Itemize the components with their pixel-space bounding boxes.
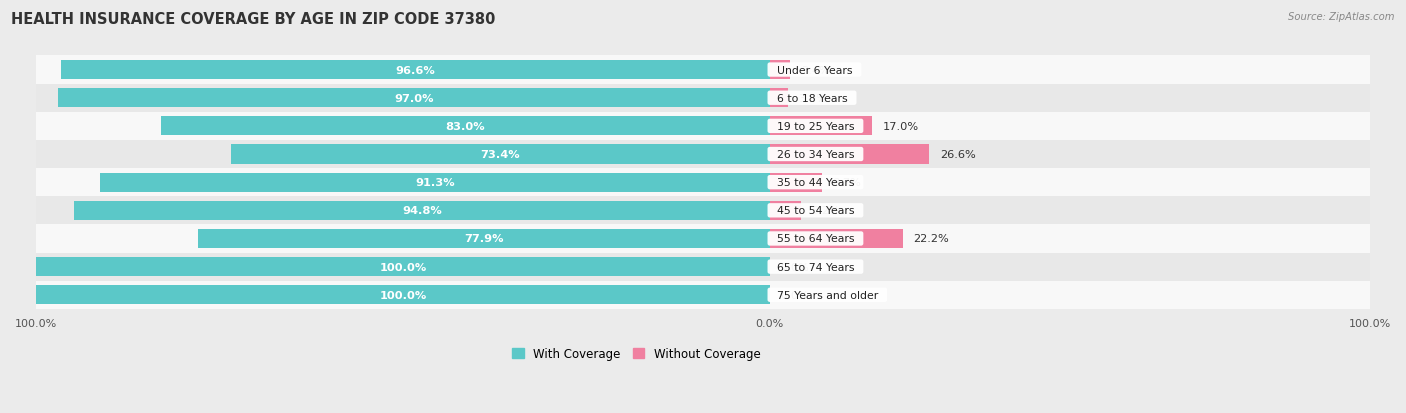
Bar [37,84,1369,112]
Text: 45 to 54 Years: 45 to 54 Years [769,206,862,216]
Bar [769,173,823,192]
Text: 65 to 74 Years: 65 to 74 Years [769,262,862,272]
Text: 0.0%: 0.0% [780,290,810,300]
Bar [100,173,769,192]
Bar [37,281,1369,309]
Text: Source: ZipAtlas.com: Source: ZipAtlas.com [1288,12,1395,22]
Text: 0.0%: 0.0% [780,262,810,272]
Text: 8.7%: 8.7% [832,178,862,188]
Bar [160,117,769,136]
Bar [37,225,1369,253]
Bar [60,61,769,80]
Bar [769,201,801,221]
Text: 91.3%: 91.3% [415,178,454,188]
Text: 83.0%: 83.0% [446,121,485,132]
Bar [37,140,1369,169]
Text: 75 Years and older: 75 Years and older [769,290,884,300]
Text: 94.8%: 94.8% [402,206,441,216]
Bar [37,169,1369,197]
Text: HEALTH INSURANCE COVERAGE BY AGE IN ZIP CODE 37380: HEALTH INSURANCE COVERAGE BY AGE IN ZIP … [11,12,496,27]
Text: 97.0%: 97.0% [394,93,433,104]
Bar [231,145,769,164]
Text: 22.2%: 22.2% [914,234,949,244]
Legend: With Coverage, Without Coverage: With Coverage, Without Coverage [508,342,765,365]
Bar [37,253,1369,281]
Text: 3.4%: 3.4% [801,65,830,76]
Text: 17.0%: 17.0% [883,121,918,132]
Text: 73.4%: 73.4% [481,150,520,160]
Bar [37,285,769,305]
Text: 19 to 25 Years: 19 to 25 Years [769,121,862,132]
Bar [37,197,1369,225]
Bar [769,117,872,136]
Bar [37,257,769,277]
Bar [58,89,769,108]
Text: 5.2%: 5.2% [811,206,841,216]
Bar [37,112,1369,140]
Text: 77.9%: 77.9% [464,234,503,244]
Text: 3.0%: 3.0% [799,93,827,104]
Bar [769,89,787,108]
Text: 26 to 34 Years: 26 to 34 Years [769,150,862,160]
Bar [37,56,1369,84]
Bar [75,201,769,221]
Text: 26.6%: 26.6% [941,150,976,160]
Bar [769,61,790,80]
Bar [198,229,769,249]
Bar [769,229,903,249]
Text: 6 to 18 Years: 6 to 18 Years [769,93,855,104]
Text: Under 6 Years: Under 6 Years [769,65,859,76]
Text: 96.6%: 96.6% [395,65,436,76]
Text: 55 to 64 Years: 55 to 64 Years [769,234,862,244]
Bar [769,145,929,164]
Text: 100.0%: 100.0% [380,262,426,272]
Text: 100.0%: 100.0% [380,290,426,300]
Text: 35 to 44 Years: 35 to 44 Years [769,178,862,188]
